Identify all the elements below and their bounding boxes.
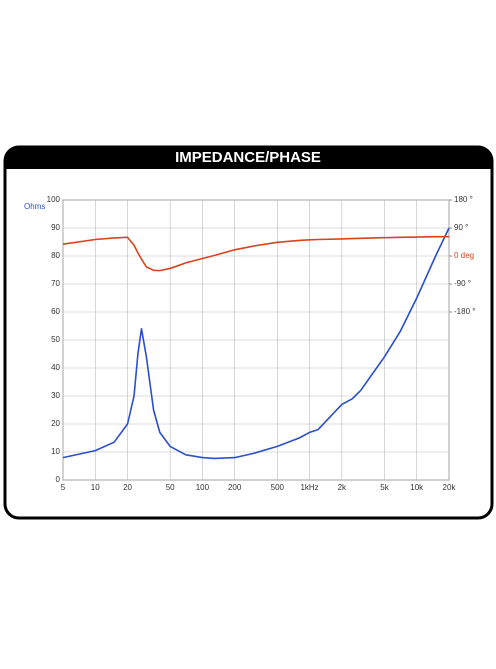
x-tick-label: 1kHz <box>300 483 318 492</box>
y-tick-label: 70 <box>51 279 60 288</box>
x-tick-label: 2k <box>338 483 347 492</box>
y-axis-label: Ohms <box>24 202 45 211</box>
y-tick-label: 20 <box>51 419 60 428</box>
y2-tick-label: -180 ° <box>454 307 475 316</box>
x-tick-label: 50 <box>166 483 175 492</box>
y-tick-label: 100 <box>47 195 61 204</box>
header-bar <box>5 147 492 169</box>
y-tick-label: 40 <box>51 363 60 372</box>
y-tick-label: 10 <box>51 447 60 456</box>
x-tick-label: 5k <box>380 483 389 492</box>
y2-tick-label: 0 deg <box>454 251 474 260</box>
x-tick-label: 10k <box>410 483 424 492</box>
chart-title: IMPEDANCE/PHASE <box>175 149 321 166</box>
x-tick-label: 200 <box>228 483 242 492</box>
y-tick-label: 60 <box>51 307 60 316</box>
series-line <box>62 235 449 272</box>
x-tick-label: 10 <box>91 483 100 492</box>
y-tick-label: 80 <box>51 251 60 260</box>
y-tick-label: 50 <box>51 335 60 344</box>
y2-tick-label: 90 ° <box>454 223 468 232</box>
y-tick-label: 90 <box>51 223 60 232</box>
series-line <box>62 227 450 460</box>
y2-tick-label: 180 ° <box>454 195 473 204</box>
x-tick-label: 500 <box>271 483 285 492</box>
x-tick-label: 5 <box>61 483 66 492</box>
y2-tick-label: -90 ° <box>454 279 471 288</box>
y-tick-label: 30 <box>51 391 60 400</box>
x-tick-label: 100 <box>196 483 210 492</box>
x-tick-label: 20k <box>443 483 457 492</box>
x-tick-label: 20 <box>123 483 132 492</box>
y-tick-label: 0 <box>56 475 61 484</box>
